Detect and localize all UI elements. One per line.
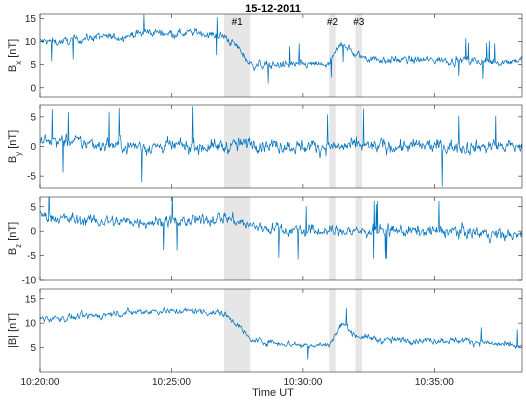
- y-tick-label: 5: [30, 202, 36, 213]
- y-axis-label-4: |B| [nT]: [7, 313, 19, 348]
- event-band-2: [329, 289, 336, 372]
- y-tick-label: 5: [30, 60, 36, 71]
- axes-box-4: [39, 288, 523, 373]
- event-band-3: [355, 14, 363, 97]
- axes-box-1: [39, 13, 523, 98]
- event-label-3: #3: [353, 17, 365, 28]
- panel-3: -10 -5 0 5 Bz [nT]: [7, 196, 523, 287]
- axes-box-3: [39, 196, 523, 281]
- event-label-2: #2: [327, 17, 339, 28]
- y-tick-label: -5: [27, 251, 36, 262]
- event-label-1: #1: [232, 17, 244, 28]
- y-tick-label: 5: [30, 343, 36, 354]
- panels: 0 5 10 15 Bx [nT] #1 #2 #3 -5 0 5 By [nT] -10 -5 0 5 Bz …: [7, 13, 523, 388]
- y-tick-label: 5: [30, 112, 36, 123]
- y-tick-label: 0: [30, 83, 36, 94]
- panel-4: 5 10 15 10:20:00 10:25:00 10:30:00 10:35:00 |B|…: [7, 288, 523, 388]
- series-line-1-1: [40, 14, 522, 84]
- x-tick-label: 10:30:00: [283, 377, 322, 388]
- y-tick-label: 0: [30, 142, 36, 153]
- y-axis-label-3: Bz [nT]: [7, 222, 23, 255]
- event-band-2: [329, 197, 336, 280]
- x-tick-label: 10:35:00: [415, 377, 454, 388]
- x-tick-label: 10:25:00: [152, 377, 191, 388]
- y-tick-label: -10: [22, 276, 37, 287]
- event-band-1: [224, 289, 251, 372]
- y-tick-label: 10: [25, 319, 37, 330]
- x-axis-label: Time UT: [252, 387, 294, 399]
- y-axis-label-1: Bx [nT]: [7, 39, 23, 72]
- y-tick-label: 10: [25, 37, 37, 48]
- event-band-3: [355, 289, 363, 372]
- series-line-3-1: [40, 197, 522, 260]
- chart-title: 15-12-2011: [245, 3, 301, 15]
- panel-1: 0 5 10 15 Bx [nT] #1 #2 #3: [7, 13, 523, 98]
- event-band-1: [224, 14, 251, 97]
- event-band-1: [224, 197, 251, 280]
- y-axis-label-2: By [nT]: [7, 130, 23, 163]
- y-tick-label: 15: [25, 294, 37, 305]
- series-line-4-1: [40, 306, 522, 360]
- series-line-2-1: [40, 106, 522, 187]
- event-band-3: [355, 197, 363, 280]
- x-tick-label: 10:20:00: [21, 377, 60, 388]
- event-band-3: [355, 105, 363, 188]
- y-tick-label: 0: [30, 227, 36, 238]
- y-tick-label: 15: [25, 14, 37, 25]
- panel-2: -5 0 5 By [nT]: [7, 104, 523, 189]
- y-tick-label: -5: [27, 172, 36, 183]
